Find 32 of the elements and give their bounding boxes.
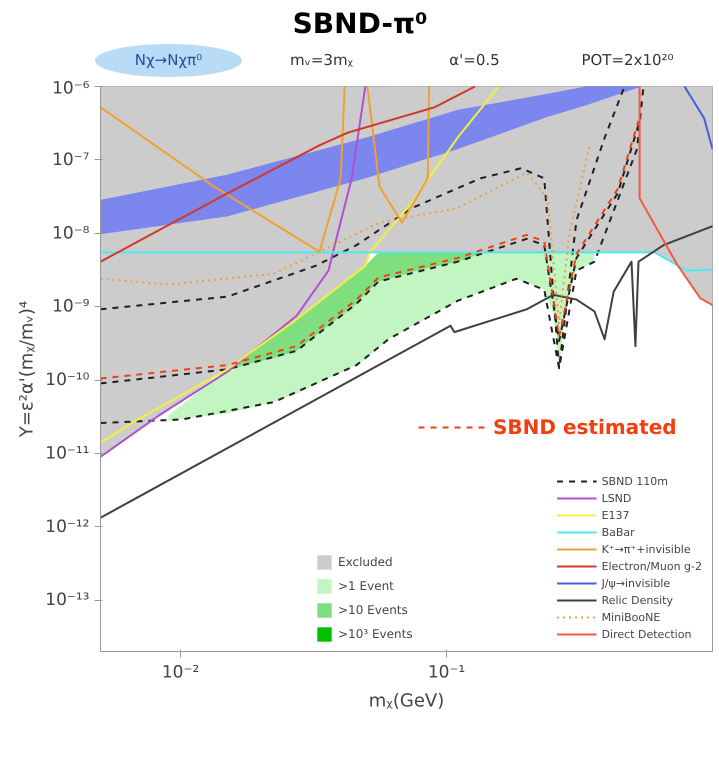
legend-label: SBND 110m [602,474,668,488]
chart-title: SBND-π⁰ [292,6,428,42]
legend-label: BaBar [602,526,635,538]
y-tick-label: 10⁻⁷ [52,150,90,170]
legend-label: K⁺→π⁺+invisible [602,542,691,556]
text: mᵥ=3mᵪ [288,50,354,71]
legend-label: >10 Events [338,603,408,617]
legend-label: Excluded [338,555,393,569]
y-tick-label: 10⁻⁹ [52,296,90,317]
y-tick-label: 10⁻⁶ [52,78,90,98]
legend-label: Electron/Muon g-2 [602,560,702,572]
x-axis-title: mᵪ(GeV) [368,690,444,712]
legend-label: MiniBooNE [602,610,660,624]
y-tick-label: 10⁻¹² [45,516,90,537]
x-tick-label: 10⁻¹ [428,662,466,682]
text: Nχ→Nχπ⁰ [95,44,242,78]
legend-label: E137 [602,508,630,522]
y-tick-label: 10⁻¹⁰ [45,370,90,390]
y-tick-label: 10⁻⁸ [52,223,90,244]
legend-label: J/ψ→invisible [602,576,670,590]
legend-label: SBND estimated [493,415,677,439]
text: POT=2x10²⁰ [580,50,675,71]
y-tick-label: 10⁻¹¹ [45,443,90,464]
legend-label: >10³ Events [338,627,413,641]
legend-label: Direct Detection [602,628,692,640]
y-axis-title: Y=ε²α'(mᵪ/mᵥ)⁴ [16,300,38,438]
legend-label: Relic Density [602,594,673,606]
legend-label: LSND [602,492,632,504]
y-tick-label: 10⁻¹³ [45,590,90,610]
text: α'=0.5 [448,50,501,71]
x-tick-label: 10⁻² [162,662,200,682]
legend-label: >1 Event [338,579,394,593]
